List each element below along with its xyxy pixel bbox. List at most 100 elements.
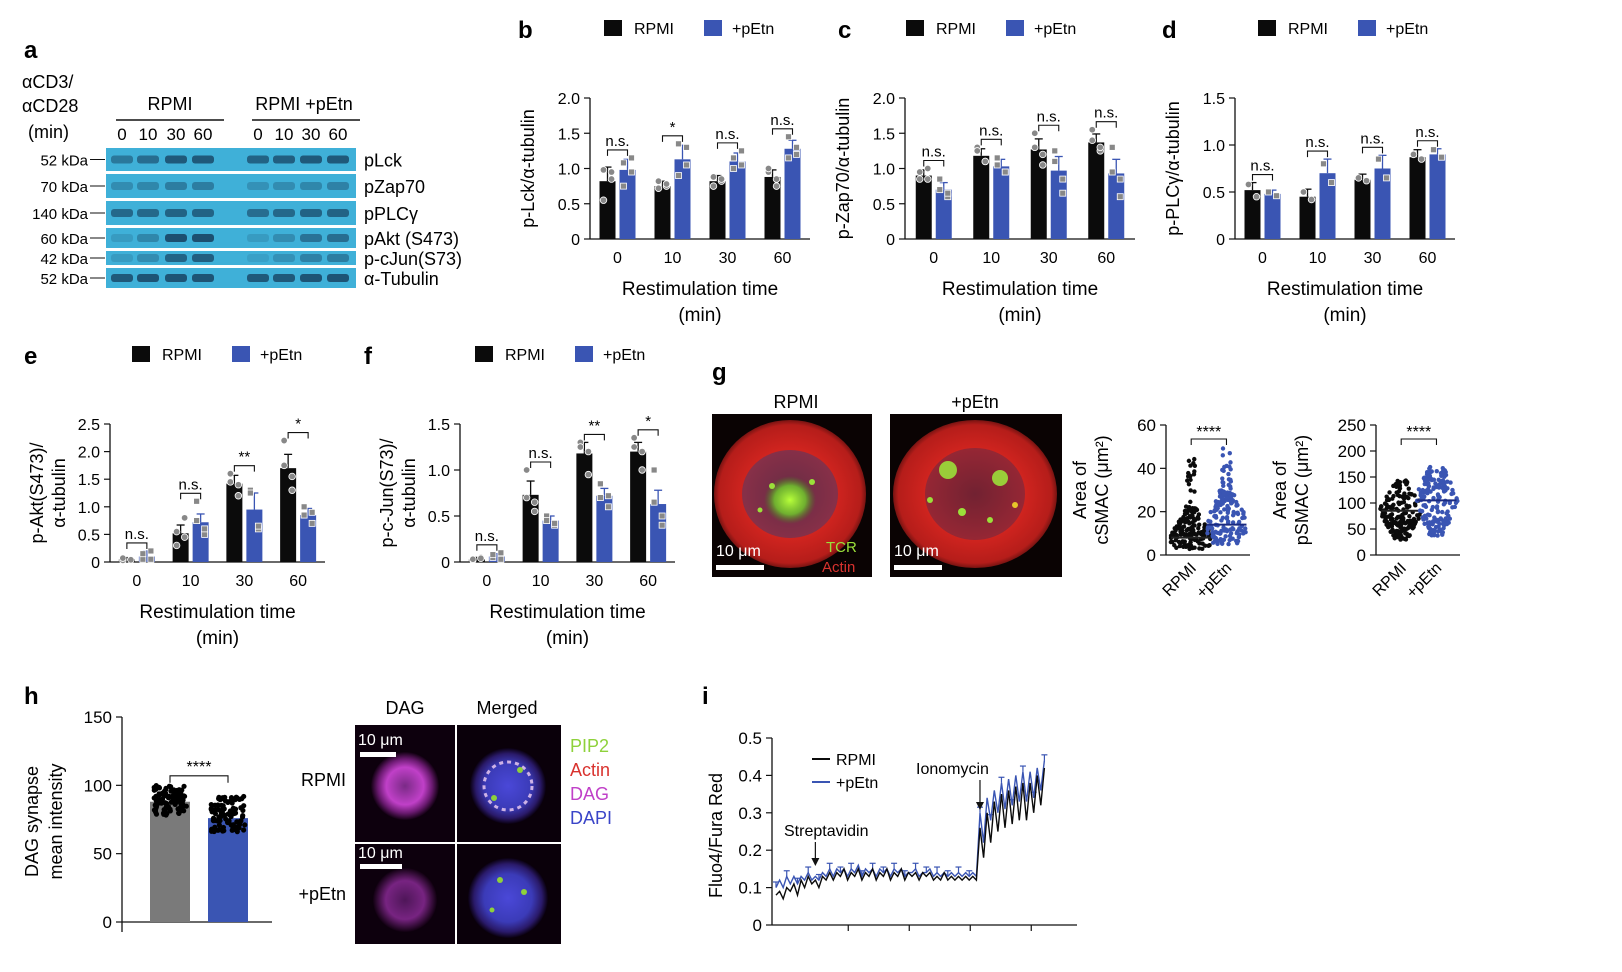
lane-time-label: 10 xyxy=(275,125,294,144)
significance-label: **** xyxy=(1196,424,1221,441)
data-point xyxy=(596,494,604,502)
scatter-point xyxy=(1241,511,1246,517)
cell-interior xyxy=(925,448,1025,540)
legend-label-petn: +pEtn xyxy=(1386,21,1428,38)
y-tick-label: 2.0 xyxy=(873,91,895,108)
data-point xyxy=(650,498,658,506)
panel-b-plck: b RPMI +pEtn 0 0.5 1.0 1.5 2.0 0 n.s. 10 * 30 n.s. 60 n… xyxy=(518,17,810,326)
data-point xyxy=(1088,126,1096,134)
pip2-puncta xyxy=(489,907,495,913)
blot-rows: 52 kDa pLck 70 kDa pZap70 140 kDa pPLCγ 60 kDa… xyxy=(32,148,462,289)
scatter-point xyxy=(239,814,246,820)
data-point xyxy=(288,472,296,481)
scatter-point xyxy=(1413,503,1418,508)
bar-rpmi xyxy=(118,559,135,562)
scatter-point xyxy=(1221,483,1226,489)
legend-swatch-rpmi xyxy=(906,20,924,36)
x-tick-label: 0 xyxy=(482,573,491,590)
y-axis-label: p-c-Jun(S73)/ xyxy=(377,438,397,547)
x-tick-label: 10 xyxy=(532,573,550,590)
significance-bracket xyxy=(1190,438,1228,445)
data-point xyxy=(288,486,296,494)
data-point xyxy=(1320,160,1327,168)
scatter-point xyxy=(174,787,180,794)
scatter-point xyxy=(1416,487,1422,492)
y-axis-label: Area of xyxy=(1270,460,1290,519)
blot-time-labels: 0 10 30 60 0 10 30 60 xyxy=(117,125,347,144)
x-tick-label: 10 xyxy=(182,573,200,590)
legend-label-rpmi: RPMI xyxy=(162,347,202,364)
dag-ring xyxy=(482,760,534,812)
blot-band xyxy=(300,209,322,217)
legend-label-petn: +pEtn xyxy=(260,347,302,364)
data-point xyxy=(604,503,612,511)
data-point xyxy=(658,512,666,520)
significance-bracket xyxy=(716,142,739,149)
scatter-point xyxy=(1219,541,1225,546)
scatter-point xyxy=(212,824,218,830)
x-axis-label: Restimulation time xyxy=(139,602,295,623)
data-point xyxy=(730,154,737,162)
data-point xyxy=(522,466,531,474)
significance-bracket xyxy=(583,433,605,441)
y-tick-label: 0 xyxy=(886,232,895,249)
scatter-point xyxy=(1221,537,1227,542)
scatter-point xyxy=(181,793,188,799)
significance-bracket xyxy=(1038,124,1060,132)
data-point xyxy=(607,168,616,176)
scatter-csmac: 0 20 40 60 RPMI+pEtn **** Area of cSMAC (μm²) xyxy=(1070,416,1250,602)
legend-label-rpmi: RPMI xyxy=(936,21,976,38)
data-point xyxy=(1116,175,1124,183)
blot-band xyxy=(111,182,133,190)
scatter-point xyxy=(1206,518,1211,524)
scatter-point xyxy=(1220,515,1226,521)
blot-band xyxy=(273,182,295,190)
scatter-point xyxy=(1436,524,1441,529)
scatter-point xyxy=(1193,517,1198,522)
scatter-point xyxy=(1435,533,1440,538)
data-point xyxy=(497,549,505,557)
scatter-point xyxy=(1172,526,1177,531)
data-point xyxy=(584,470,593,479)
significance-label: n.s. xyxy=(770,112,794,129)
scatter-point xyxy=(1379,504,1384,509)
scatter-point xyxy=(163,785,169,791)
y-axis-label: p-Zap70/α-tubulin xyxy=(833,98,853,240)
cell-dag xyxy=(371,752,439,820)
series-line-petn xyxy=(775,760,1046,890)
y-tick-label: 0 xyxy=(1357,546,1366,565)
bar-petn xyxy=(784,148,801,239)
bar-petn xyxy=(619,169,636,239)
y-tick-label: 1.0 xyxy=(558,162,580,179)
scatter-point xyxy=(1178,529,1183,534)
scatter-point xyxy=(1174,545,1179,550)
scatter-point xyxy=(1388,517,1394,523)
stim-label-line1: αCD3/ xyxy=(22,72,73,92)
scatter-point xyxy=(1222,507,1227,512)
data-point xyxy=(172,541,181,550)
x-tick-label: 0 xyxy=(613,250,622,267)
scatter-point xyxy=(1210,530,1216,535)
legend-swatch-rpmi xyxy=(132,346,150,362)
panel-letter: e xyxy=(24,343,37,370)
legend-label-rpmi: RPMI xyxy=(1288,21,1328,38)
data-point xyxy=(924,175,932,183)
scatter-point xyxy=(1190,506,1195,511)
x-tick-label: RPMI xyxy=(1370,560,1410,600)
x-tick-label: 30 xyxy=(719,250,737,267)
blot-band xyxy=(192,254,214,262)
scatter-point xyxy=(1187,546,1192,552)
scatter-point xyxy=(1228,479,1234,484)
data-point xyxy=(1031,143,1039,152)
y-tick-label: 1.5 xyxy=(558,126,580,143)
data-point xyxy=(675,140,682,148)
scatter-point xyxy=(1228,486,1233,491)
significance-bracket xyxy=(126,542,148,549)
data-point xyxy=(936,175,944,183)
scatter-point xyxy=(167,808,173,814)
y-tick-label: 0 xyxy=(1216,232,1225,249)
scatter-point xyxy=(153,805,159,811)
x-axis-label: Restimulation time xyxy=(622,279,778,300)
y-tick-label: 50 xyxy=(93,845,112,864)
scatter-point xyxy=(1450,491,1456,496)
